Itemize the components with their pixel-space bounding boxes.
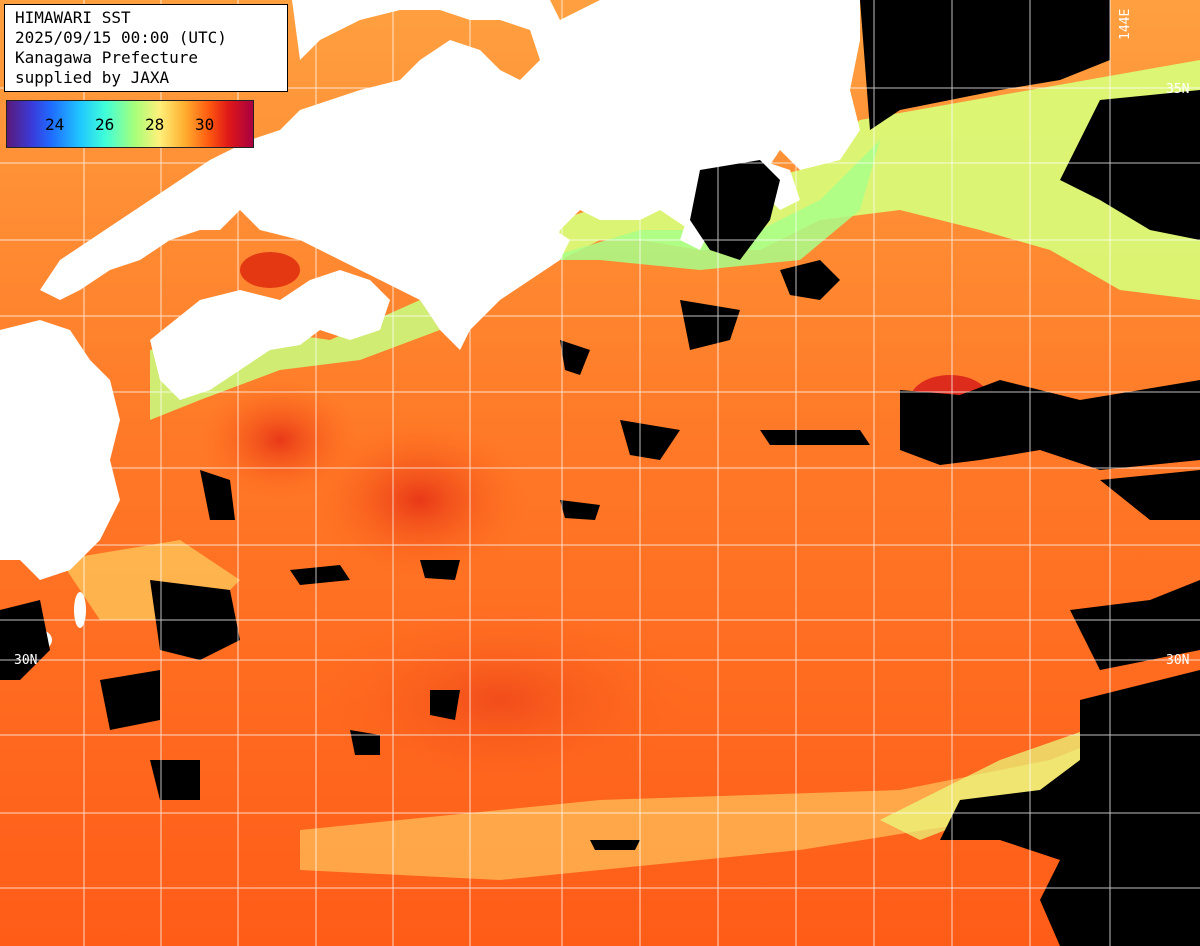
lat-label-35n-right: 35N (1166, 82, 1189, 97)
title-product: HIMAWARI SST (15, 8, 277, 28)
colorbar-tick-24: 24 (45, 115, 64, 134)
lat-label-30n-left: 30N (14, 653, 37, 668)
sst-colorbar: 24 26 28 30 (6, 100, 254, 148)
colorbar-tick-26: 26 (95, 115, 114, 134)
colorbar-tick-30: 30 (195, 115, 214, 134)
lat-label-30n-right: 30N (1166, 653, 1189, 668)
title-source: supplied by JAXA (15, 68, 277, 88)
warm-core-6 (240, 252, 300, 288)
title-prefecture: Kanagawa Prefecture (15, 48, 277, 68)
title-box: HIMAWARI SST 2025/09/15 00:00 (UTC) Kana… (4, 4, 288, 92)
title-datetime: 2025/09/15 00:00 (UTC) (15, 28, 277, 48)
colorbar-tick-28: 28 (145, 115, 164, 134)
lon-label-144e: 144E (1118, 9, 1133, 40)
